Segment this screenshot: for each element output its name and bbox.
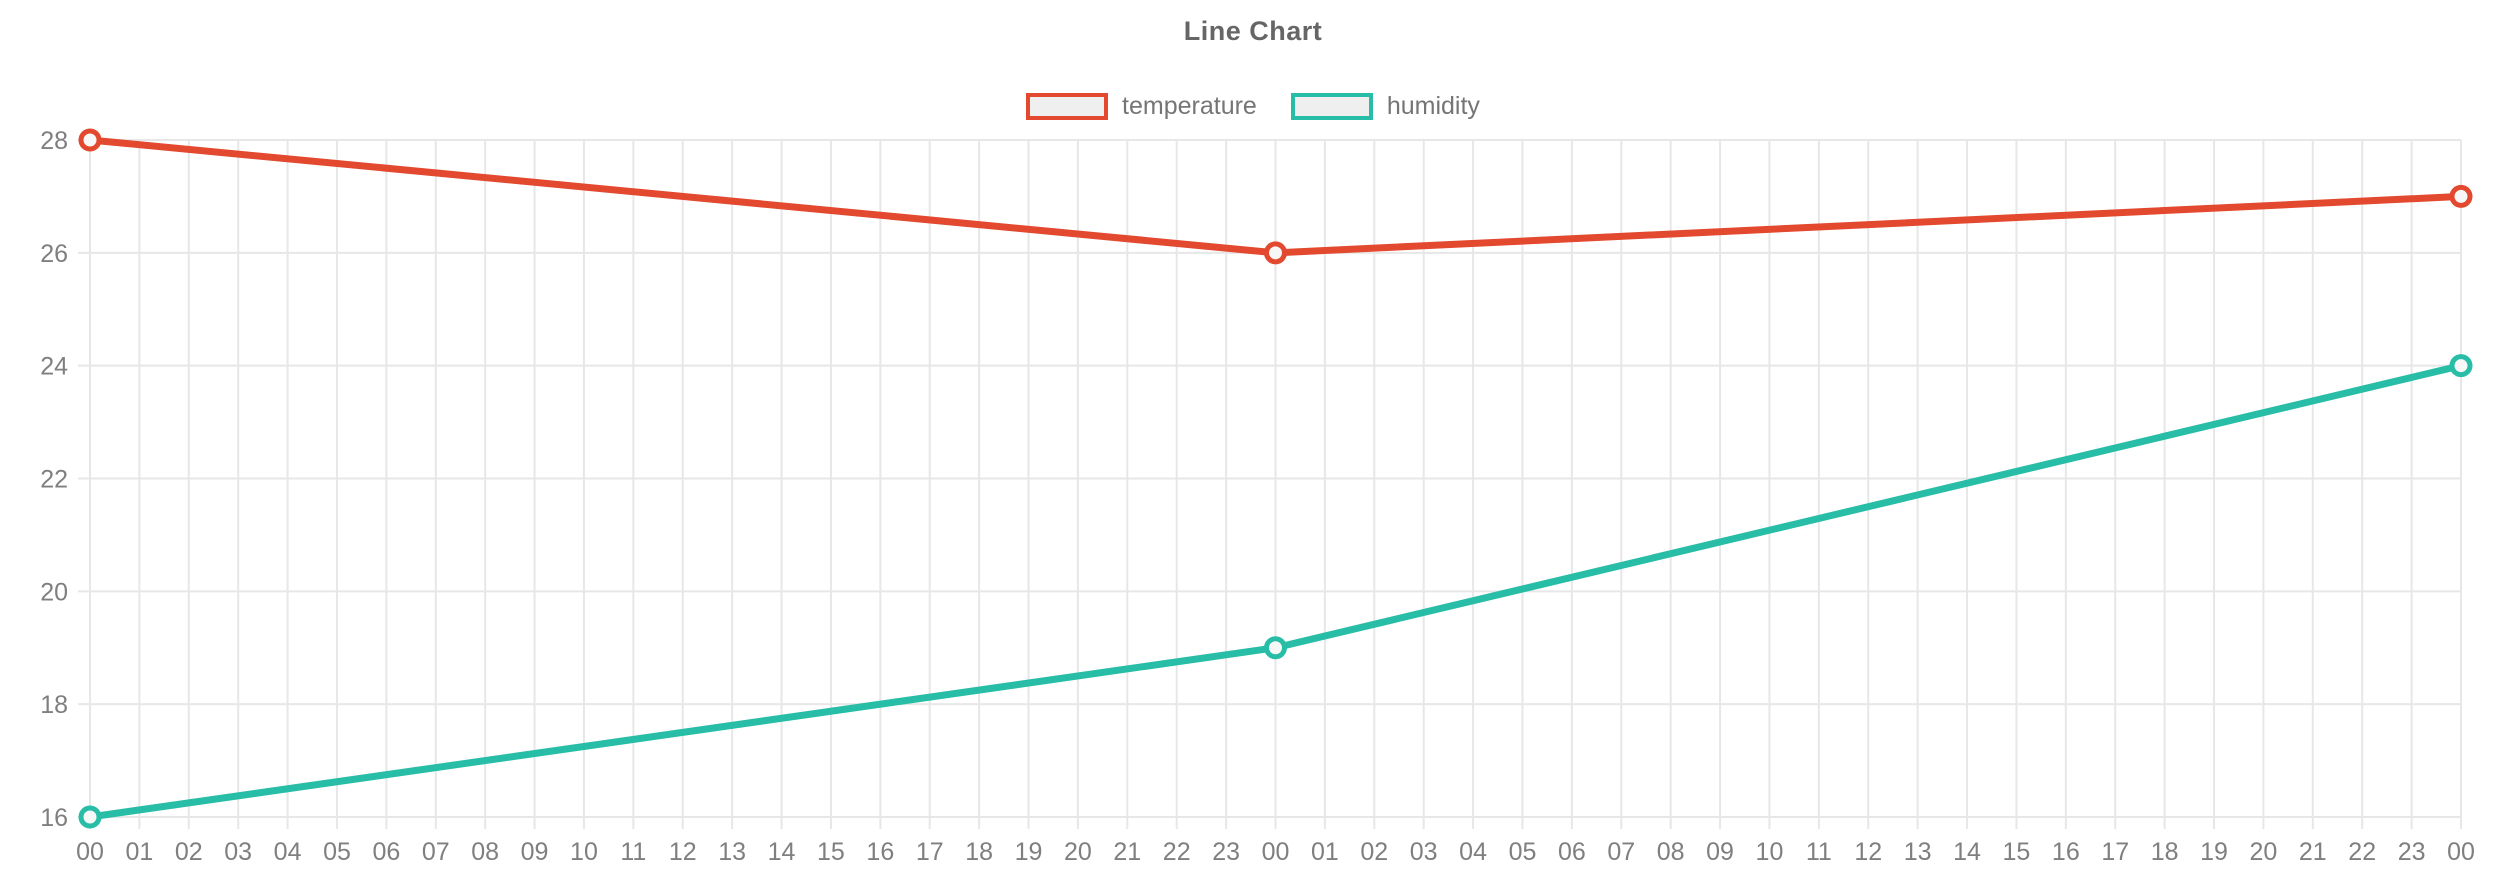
x-tick-label: 15 (2003, 838, 2031, 866)
x-tick-label: 11 (1806, 838, 1832, 866)
x-tick-label: 13 (1904, 838, 1932, 866)
legend-label-humidity: humidity (1386, 92, 1480, 120)
x-tick-label: 19 (1015, 838, 1043, 866)
data-point-humidity[interactable] (1264, 636, 1287, 660)
x-tick-label: 23 (2398, 838, 2426, 866)
legend-swatch-temperature-icon (1026, 93, 1109, 120)
x-tick-label: 03 (224, 838, 252, 866)
x-tick-label: 12 (669, 838, 697, 866)
data-point-humidity[interactable] (78, 805, 102, 829)
x-tick-label: 06 (1558, 838, 1586, 866)
x-tick-label: 20 (1064, 838, 1092, 866)
x-tick-label: 21 (2299, 838, 2327, 866)
x-tick-label: 05 (323, 838, 351, 866)
y-tick-label: 18 (40, 691, 68, 719)
x-tick-label: 12 (1854, 838, 1882, 866)
y-tick-label: 22 (40, 466, 68, 494)
y-tick-label: 20 (40, 578, 68, 606)
x-tick-label: 03 (1410, 838, 1438, 866)
x-tick-label: 23 (1212, 838, 1240, 866)
x-tick-label: 13 (718, 838, 746, 866)
x-tick-label: 16 (866, 838, 894, 866)
x-tick-label: 01 (125, 838, 153, 866)
x-tick-label: 22 (2348, 838, 2376, 866)
x-tick-label: 19 (2200, 838, 2228, 866)
chart-legend: temperature humidity (0, 92, 2506, 121)
x-tick-label: 21 (1113, 838, 1141, 866)
x-tick-label: 22 (1163, 838, 1191, 866)
x-tick-label: 10 (1756, 838, 1784, 866)
data-point-humidity[interactable] (2449, 354, 2473, 378)
x-tick-label: 07 (1607, 838, 1635, 866)
x-tick-label: 18 (965, 838, 993, 866)
x-tick-label: 06 (372, 838, 400, 866)
x-tick-label: 20 (2250, 838, 2278, 866)
y-tick-label: 24 (40, 353, 68, 381)
legend-item-humidity[interactable]: humidity (1290, 92, 1480, 121)
x-tick-label: 02 (175, 838, 203, 866)
x-tick-label: 00 (76, 838, 104, 866)
x-tick-label: 14 (1953, 838, 1981, 866)
x-tick-label: 10 (570, 838, 598, 866)
legend-label-temperature: temperature (1122, 92, 1257, 120)
legend-item-temperature[interactable]: temperature (1026, 92, 1257, 121)
data-point-temperature[interactable] (1264, 241, 1287, 265)
x-tick-label: 02 (1360, 838, 1388, 866)
x-tick-label: 00 (1262, 838, 1290, 866)
x-tick-label: 09 (1706, 838, 1734, 866)
y-tick-label: 16 (40, 804, 68, 832)
x-tick-label: 16 (2052, 838, 2080, 866)
legend-swatch-humidity-icon (1290, 93, 1373, 120)
x-tick-label: 04 (274, 838, 302, 866)
y-tick-label: 28 (40, 127, 68, 155)
x-tick-label: 04 (1459, 838, 1487, 866)
data-point-temperature[interactable] (2449, 184, 2473, 208)
x-tick-label: 05 (1509, 838, 1537, 866)
x-tick-label: 11 (620, 838, 646, 866)
x-tick-label: 17 (2101, 838, 2129, 866)
x-tick-label: 15 (817, 838, 845, 866)
x-tick-label: 07 (422, 838, 450, 866)
chart-title: Line Chart (1183, 16, 1323, 46)
data-point-temperature[interactable] (78, 128, 102, 152)
x-tick-label: 01 (1311, 838, 1339, 866)
x-tick-label: 17 (916, 838, 944, 866)
x-tick-label: 18 (2151, 838, 2179, 866)
y-tick-label: 26 (40, 240, 68, 268)
x-tick-label: 00 (2447, 838, 2475, 866)
x-tick-label: 14 (768, 838, 796, 866)
x-tick-label: 08 (471, 838, 499, 866)
x-tick-label: 09 (521, 838, 549, 866)
x-tick-label: 08 (1657, 838, 1685, 866)
